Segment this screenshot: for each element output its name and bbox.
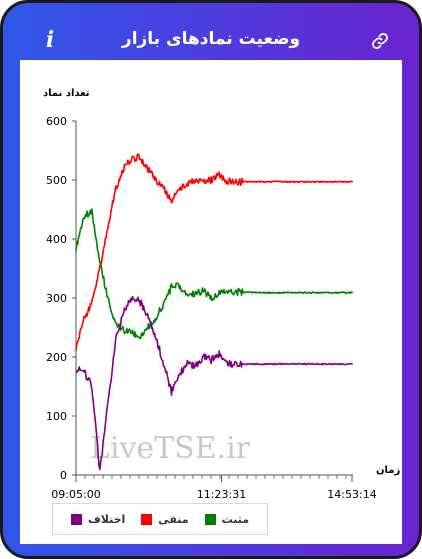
legend-item-3[interactable]: اختلاف bbox=[70, 512, 126, 526]
widget-title: وضعیت نمادهای بازار bbox=[121, 29, 301, 49]
y-tick-label: 400 bbox=[46, 233, 67, 246]
series-line-1 bbox=[75, 208, 354, 340]
widget-header: i وضعیت نمادهای بازار bbox=[3, 3, 419, 63]
legend-label: اختلاف bbox=[87, 512, 126, 526]
chart-panel: تعداد نماد زمان LiveTSE.ir 0 100 200 300 400… bbox=[20, 60, 402, 544]
y-tick-label: 600 bbox=[46, 115, 67, 128]
x-tick-label: 11:23:31 bbox=[197, 488, 246, 500]
y-tick-label: 100 bbox=[46, 410, 67, 423]
chart-legend: مثبت منفی اختلاف bbox=[52, 503, 268, 535]
legend-swatch bbox=[70, 513, 82, 525]
watermark-text: LiveTSE.ir bbox=[90, 431, 251, 466]
legend-swatch bbox=[204, 513, 216, 525]
legend-label: مثبت bbox=[221, 512, 249, 526]
x-tick-label: 14:53:14 bbox=[327, 488, 376, 500]
y-tick-label: 0 bbox=[60, 469, 67, 482]
series-line-3 bbox=[76, 295, 353, 471]
legend-item-2[interactable]: منفی bbox=[141, 512, 189, 526]
series-line-2 bbox=[75, 153, 354, 351]
y-tick-label: 300 bbox=[46, 292, 67, 305]
y-tick-label: 500 bbox=[46, 174, 67, 187]
legend-label: منفی bbox=[158, 512, 189, 526]
legend-swatch bbox=[141, 513, 153, 525]
y-tick-label: 200 bbox=[46, 351, 67, 364]
x-tick-label: 09:05:00 bbox=[51, 488, 100, 500]
legend-item-1[interactable]: مثبت bbox=[204, 512, 249, 526]
x-axis-label: زمان bbox=[376, 465, 401, 476]
link-icon[interactable] bbox=[371, 32, 389, 50]
market-status-chart: LiveTSE.ir 0 100 200 300 400 500 600 09:05:00 11… bbox=[46, 115, 377, 500]
y-axis-label: تعداد نماد bbox=[43, 88, 90, 99]
info-icon[interactable]: i bbox=[45, 27, 55, 53]
